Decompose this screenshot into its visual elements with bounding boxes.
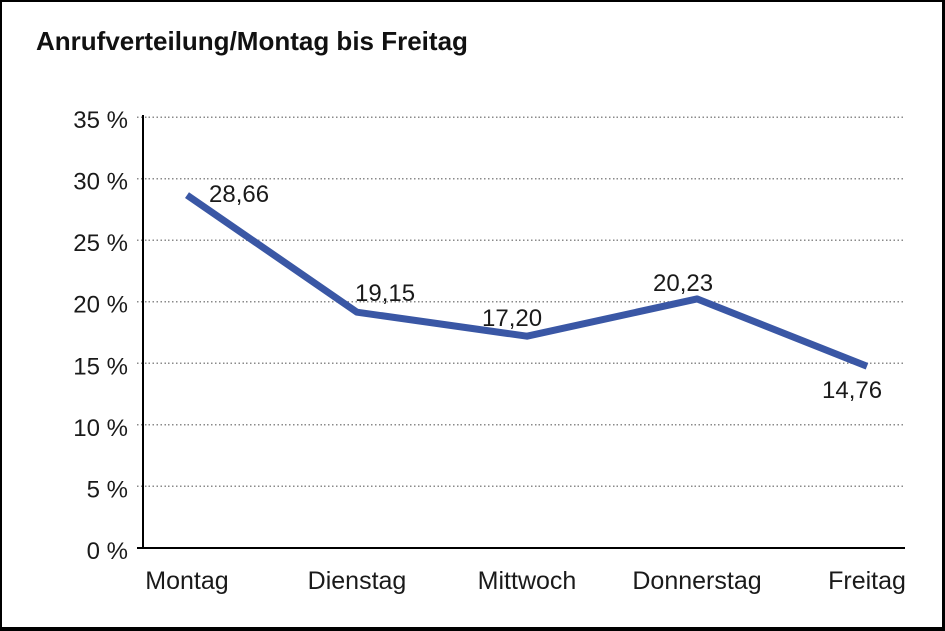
data-line xyxy=(185,192,869,370)
y-tick-label: 5 % xyxy=(87,476,128,503)
y-tick-label: 10 % xyxy=(73,415,128,442)
x-category-label: Freitag xyxy=(828,567,906,595)
y-tick-label: 25 % xyxy=(73,230,128,257)
data-point-label: 20,23 xyxy=(653,270,713,297)
data-point-label: 28,66 xyxy=(209,181,269,208)
y-tick-label: 20 % xyxy=(73,292,128,319)
axis-lines xyxy=(137,115,905,549)
x-category-label: Mittwoch xyxy=(478,567,577,595)
x-category-label: Montag xyxy=(145,567,228,595)
data-point-label: 17,20 xyxy=(482,305,542,332)
x-category-label: Dienstag xyxy=(308,567,407,595)
chart-title: Anrufverteilung/Montag bis Freitag xyxy=(36,26,468,56)
y-tick-label: 0 % xyxy=(87,538,128,565)
data-point-label: 14,76 xyxy=(822,377,882,404)
y-tick-label: 30 % xyxy=(73,169,128,196)
y-tick-label: 35 % xyxy=(73,107,128,134)
x-category-label: Donnerstag xyxy=(632,567,761,595)
y-tick-label: 15 % xyxy=(73,353,128,380)
data-point-label: 19,15 xyxy=(355,280,415,307)
